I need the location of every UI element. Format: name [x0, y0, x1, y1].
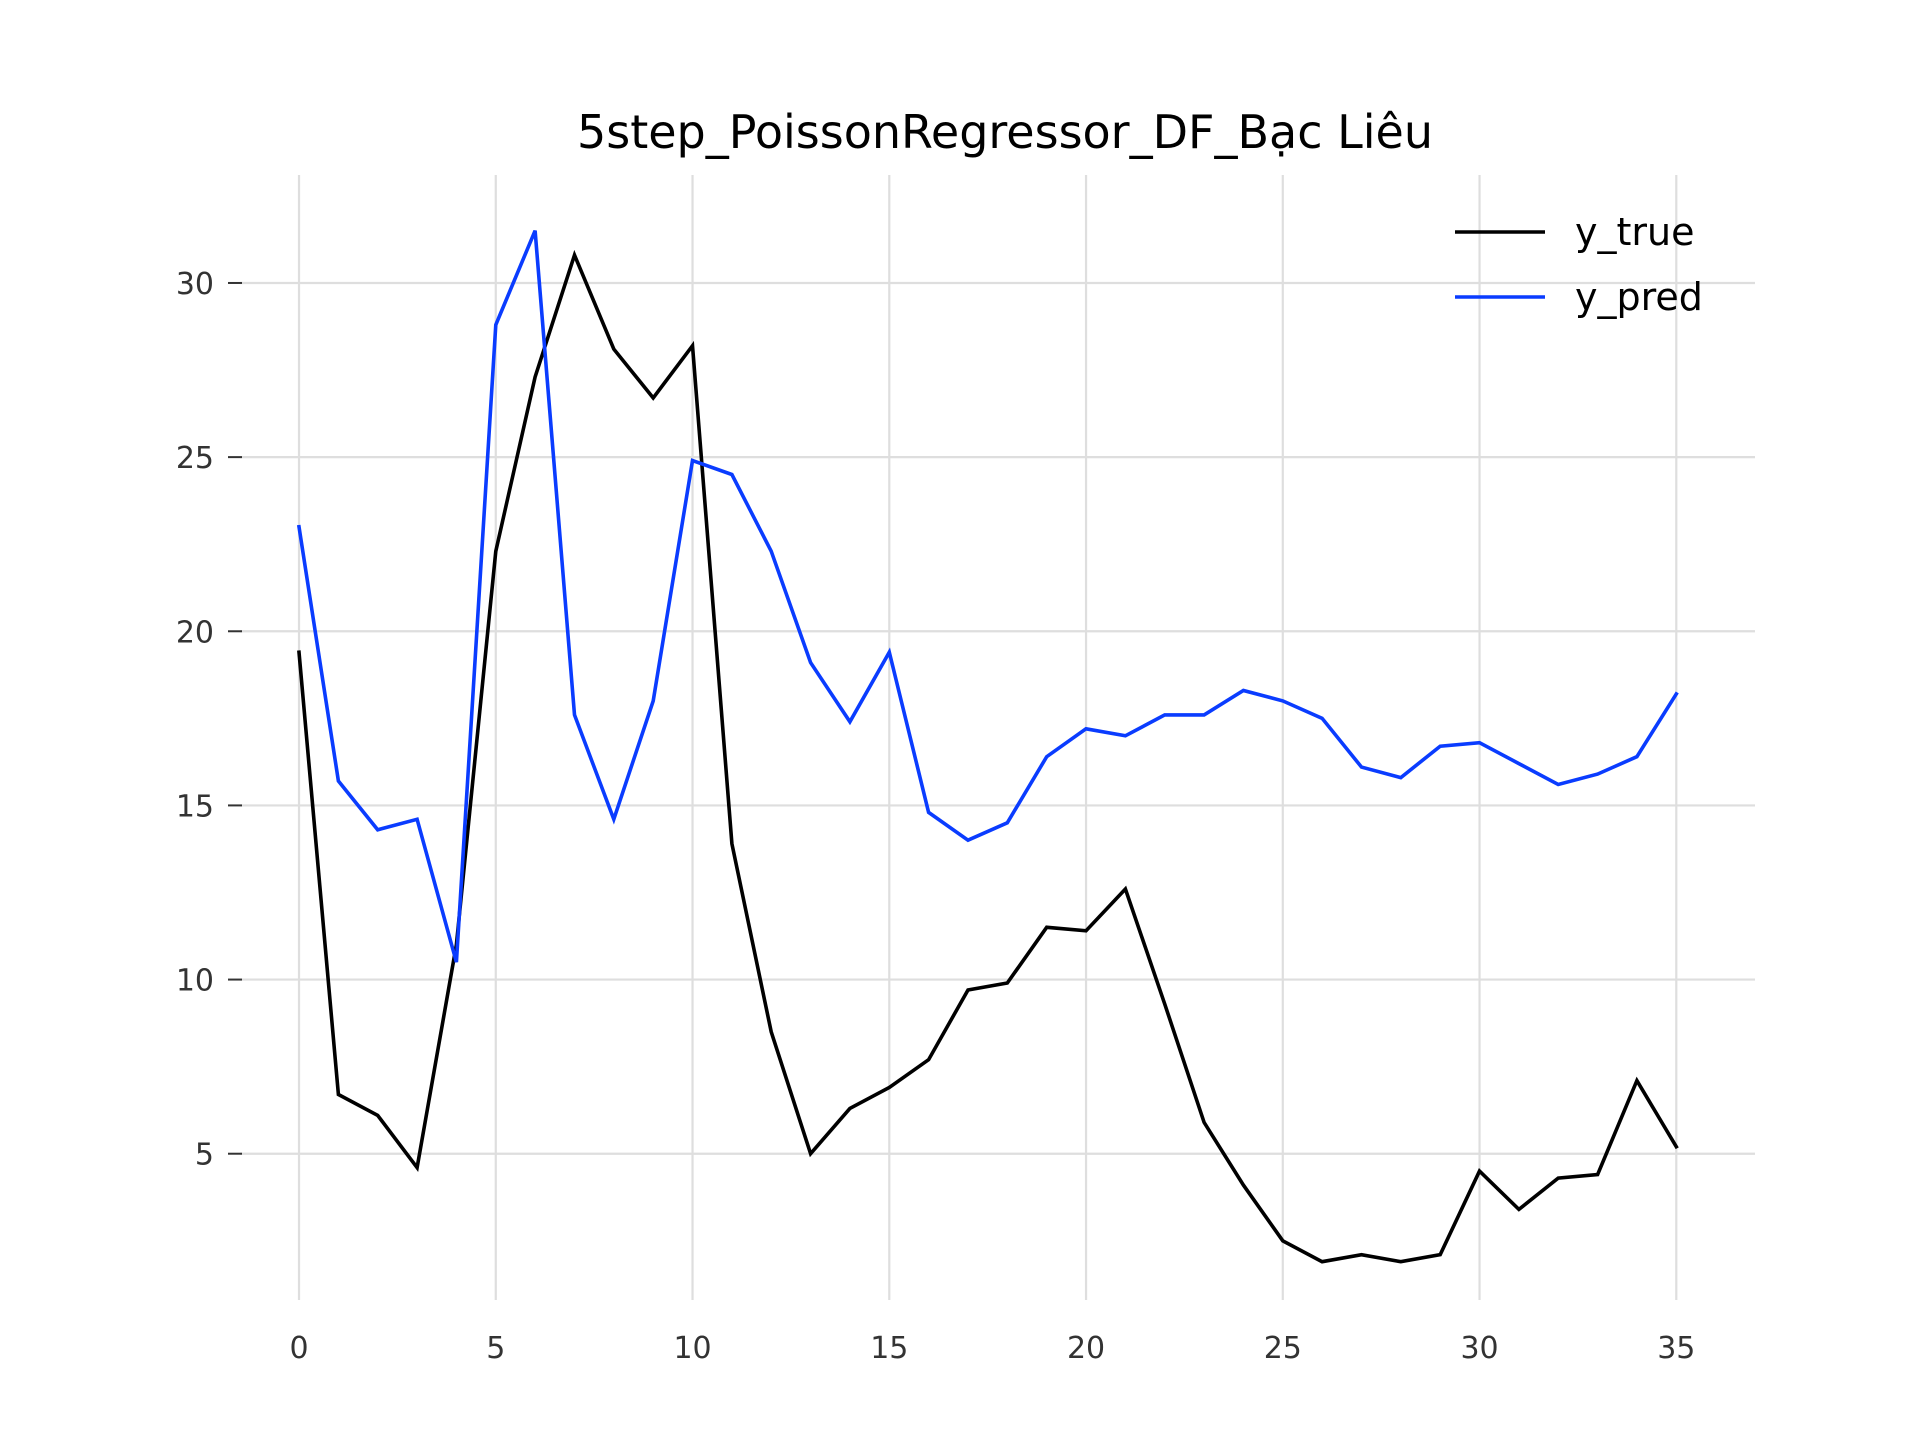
x-tick-label: 15	[870, 1331, 908, 1366]
series-line-y-pred	[296, 230, 1679, 963]
x-tick-label: 20	[1067, 1331, 1105, 1366]
y-tick-label: 30	[176, 267, 214, 302]
y-tick-label: 5	[195, 1138, 214, 1173]
chart-title: 5step_PoissonRegressor_DF_Bạc Liêu	[577, 105, 1433, 159]
axis-ticks: 0 5 10 15 20 25 30 35 5 10 15 20 25 30	[176, 267, 1696, 1366]
y-tick-label: 20	[176, 615, 214, 650]
legend-label: y_true	[1575, 210, 1694, 254]
x-tick-label: 10	[673, 1331, 711, 1366]
x-tick-label: 25	[1264, 1331, 1302, 1366]
x-tick-label: 30	[1460, 1331, 1498, 1366]
x-tick-label: 35	[1657, 1331, 1695, 1366]
series-lines	[296, 230, 1679, 1264]
y-tick-label: 15	[176, 789, 214, 824]
y-tick-label: 10	[176, 964, 214, 999]
legend-label: y_pred	[1575, 275, 1703, 319]
series-line-y-true	[297, 249, 1679, 1264]
x-tick-label: 0	[289, 1331, 308, 1366]
y-tick-label: 25	[176, 441, 214, 476]
gridlines	[240, 175, 1755, 1300]
x-tick-label: 5	[486, 1331, 505, 1366]
legend: y_true y_pred	[1455, 210, 1703, 319]
